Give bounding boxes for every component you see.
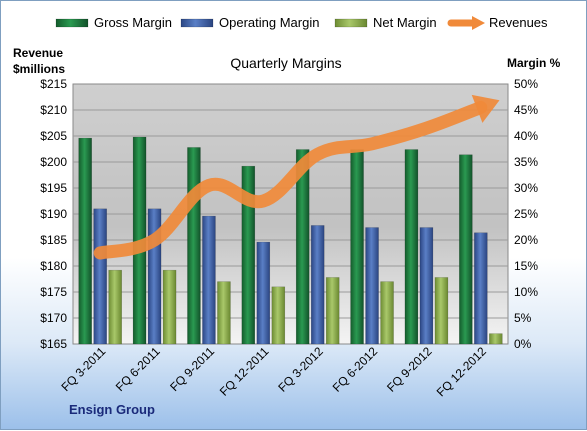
net-margin-bar [108,269,122,345]
right-tick-label: 40% [514,129,538,143]
category-label: FQ 6-2011 [113,344,163,394]
operating-margin-bar [93,208,107,345]
legend-revenues-arrowhead [472,16,485,30]
left-tick-label: $180 [40,259,67,273]
right-tick-label: 30% [514,181,538,195]
chart-title: Quarterly Margins [230,55,341,71]
legend-gross-margin-swatch [55,18,89,28]
left-tick-label: $170 [40,311,67,325]
right-tick-label: 35% [514,155,538,169]
gross-margin-bar [295,149,310,345]
revenues-line [93,100,488,260]
legend-net-margin-label: Net Margin [373,15,437,30]
category-label: FQ 9-2012 [384,344,435,395]
left-tick-label: $210 [40,103,67,117]
legend-gross-margin-label: Gross Margin [94,15,172,30]
left-tick-label: $200 [40,155,67,169]
operating-margin-bar [310,225,325,345]
operating-margin-bar [365,227,379,345]
left-tick-label: $165 [40,337,67,351]
category-label: FQ 6-2012 [330,344,381,395]
legend-operating-margin-label: Operating Margin [219,15,319,30]
net-margin-bar [325,277,340,345]
left-axis-title: Revenue [13,46,63,60]
revenues-arrowhead [471,94,500,123]
operating-margin-bar [202,215,216,345]
right-tick-label: 25% [514,207,538,221]
category-label: FQ 12-2012 [434,344,489,399]
right-tick-label: 10% [514,285,538,299]
operating-margin-bar [419,227,434,345]
category-label: FQ 3-2011 [58,344,108,394]
legend-net-margin-swatch [334,18,368,28]
right-tick-label: 5% [514,311,532,325]
chart-footer: Ensign Group [69,402,155,417]
gross-margin-bar [241,165,256,345]
net-margin-bar [434,277,449,345]
category-label: FQ 12-2011 [217,344,272,399]
gross-margin-bar [459,154,473,345]
left-tick-label: $175 [40,285,67,299]
right-tick-label: 50% [514,77,538,91]
legend-revenues-label: Revenues [489,15,548,30]
left-tick-label: $195 [40,181,67,195]
right-tick-label: 0% [514,337,532,351]
legend-operating-margin-swatch [180,18,214,28]
left-tick-label: $215 [40,77,67,91]
right-tick-label: 15% [514,259,538,273]
left-axis-title-units: $millions [13,62,65,76]
left-tick-label: $205 [40,129,67,143]
operating-margin-bar [474,232,488,345]
gross-margin-bar [350,149,364,345]
gross-margin-bar [404,149,419,345]
left-tick-label: $190 [40,207,67,221]
gross-margin-bar [187,147,201,345]
category-label: FQ 9-2011 [167,344,217,394]
net-margin-bar [489,333,503,345]
net-margin-bar [162,269,177,345]
gross-margin-bar [78,137,92,345]
right-tick-label: 45% [514,103,538,117]
net-margin-bar [217,281,231,345]
right-tick-label: 20% [514,233,538,247]
category-label: FQ 3-2012 [275,344,326,395]
operating-margin-bar [256,241,271,345]
right-axis-title: Margin % [507,56,561,70]
left-tick-label: $185 [40,233,67,247]
net-margin-bar [271,286,286,345]
net-margin-bar [380,281,394,345]
